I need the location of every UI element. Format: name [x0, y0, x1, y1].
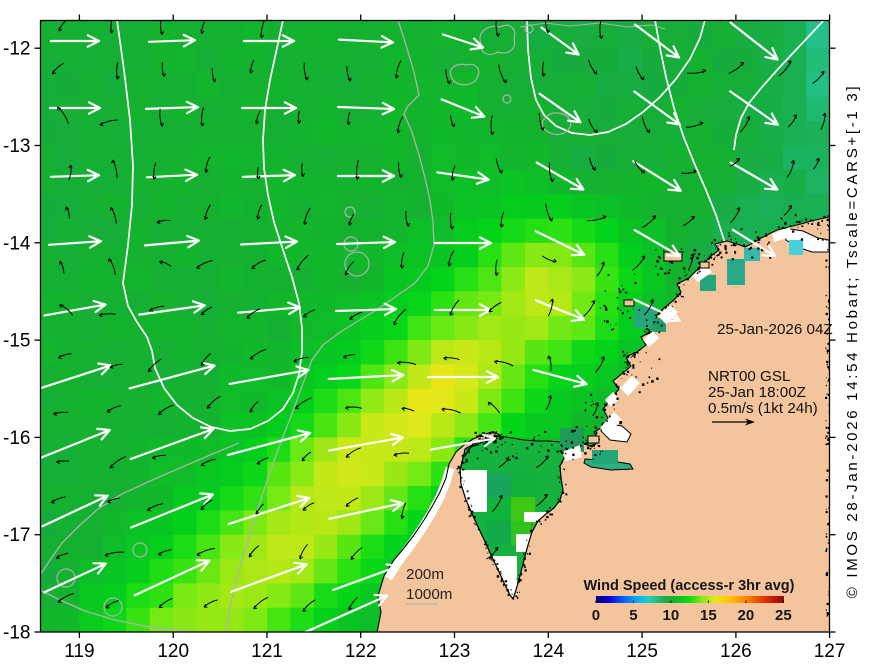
svg-text:200m: 200m: [406, 566, 444, 583]
svg-text:-14: -14: [3, 233, 31, 254]
svg-text:123: 123: [439, 641, 471, 662]
svg-text:-12: -12: [3, 39, 30, 60]
svg-text:124: 124: [532, 641, 564, 662]
svg-text:10: 10: [663, 607, 680, 624]
svg-text:0: 0: [592, 607, 600, 624]
svg-text:-16: -16: [3, 428, 30, 449]
svg-text:-18: -18: [3, 623, 30, 644]
svg-text:126: 126: [720, 641, 752, 662]
svg-text:Wind Speed (access-r 3hr avg): Wind Speed (access-r 3hr avg): [584, 578, 795, 594]
svg-text:NRT00 GSL: NRT00 GSL: [708, 368, 790, 385]
svg-text:25-Jan 18:00Z: 25-Jan 18:00Z: [708, 384, 806, 401]
svg-text:5: 5: [629, 607, 637, 624]
svg-text:127: 127: [814, 641, 846, 662]
svg-text:-17: -17: [3, 525, 30, 546]
svg-text:© IMOS 28-Jan-2026 14:54 Hobar: © IMOS 28-Jan-2026 14:54 Hobart; Tscale=…: [844, 84, 861, 599]
svg-text:120: 120: [157, 641, 189, 662]
svg-text:25: 25: [775, 607, 792, 624]
svg-text:125: 125: [626, 641, 658, 662]
svg-text:122: 122: [345, 641, 377, 662]
svg-text:-15: -15: [3, 331, 30, 352]
svg-text:121: 121: [251, 641, 283, 662]
svg-text:119: 119: [64, 641, 94, 662]
svg-text:1000m: 1000m: [406, 586, 452, 603]
svg-text:15: 15: [700, 607, 717, 624]
svg-text:25-Jan-2026 04Z: 25-Jan-2026 04Z: [717, 321, 833, 338]
svg-text:20: 20: [738, 607, 755, 624]
svg-text:-13: -13: [3, 136, 30, 157]
svg-text:0.5m/s (1kt 24h): 0.5m/s (1kt 24h): [708, 400, 818, 417]
